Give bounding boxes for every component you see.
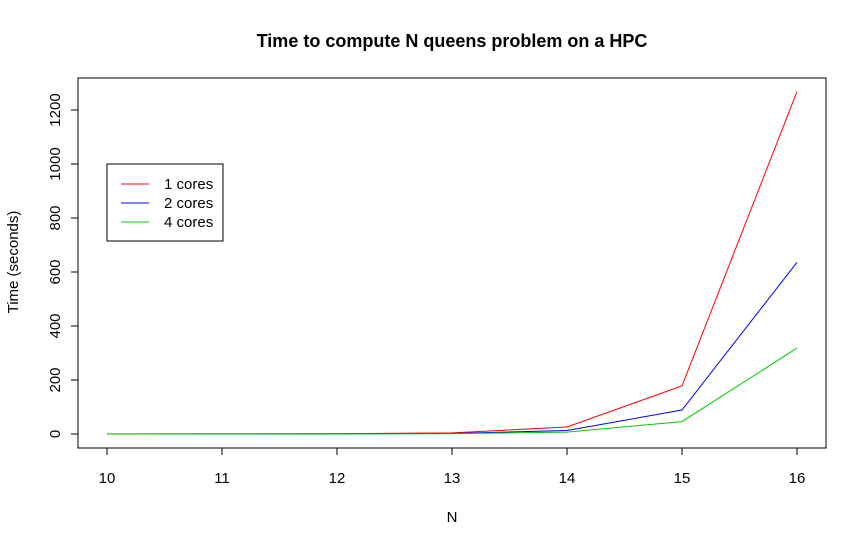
- x-tick-label: 12: [329, 470, 346, 487]
- legend-label: 1 cores: [164, 176, 213, 193]
- x-tick-label: 16: [789, 470, 806, 487]
- y-tick-label: 1200: [47, 93, 64, 126]
- y-tick-label: 600: [47, 259, 64, 284]
- x-tick-label: 10: [99, 470, 116, 487]
- legend: 1 cores 2 cores 4 cores: [106, 163, 224, 242]
- plot-frame: [77, 77, 827, 449]
- y-tick-label: 0: [47, 430, 64, 438]
- series-layer: [106, 91, 798, 435]
- x-tick-label: 11: [214, 470, 230, 487]
- x-tick-label: 15: [674, 470, 691, 487]
- chart-title: Time to compute N queens problem on a HP…: [257, 31, 648, 51]
- y-tick-label: 400: [47, 313, 64, 338]
- x-axis-label: N: [447, 509, 458, 526]
- x-tick-label: 14: [559, 470, 576, 487]
- series-line-1-cores: [107, 91, 798, 435]
- y-axis: 0 200 400 600 800 1000 1200: [47, 93, 79, 438]
- x-axis: 10 11 12 13 14 15 16: [99, 447, 806, 487]
- y-tick-label: 800: [47, 205, 64, 230]
- y-tick-label: 200: [47, 367, 64, 392]
- series-line-2-cores: [106, 261, 798, 435]
- x-tick-label: 13: [444, 470, 461, 487]
- legend-label: 4 cores: [164, 214, 213, 231]
- legend-label: 2 cores: [164, 195, 213, 212]
- y-axis-label: Time (seconds): [5, 211, 22, 314]
- series-line-4-cores: [106, 347, 798, 435]
- y-tick-label: 1000: [47, 147, 64, 180]
